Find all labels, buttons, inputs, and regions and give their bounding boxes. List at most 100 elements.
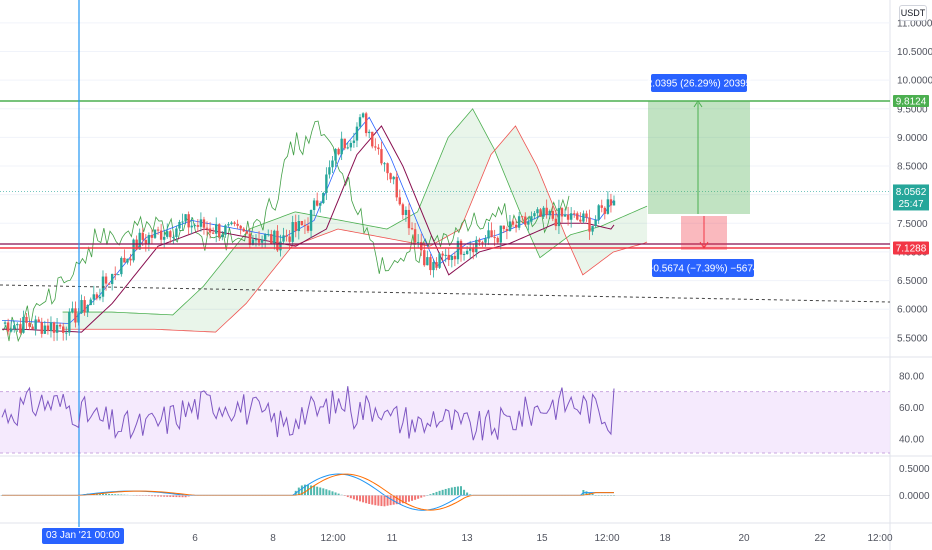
candle-body bbox=[110, 273, 114, 285]
macd-bar bbox=[383, 495, 386, 507]
candle-body bbox=[74, 308, 77, 323]
candle-body bbox=[340, 138, 343, 155]
candle-body bbox=[569, 213, 573, 220]
candle-body bbox=[573, 213, 576, 215]
candle-body bbox=[582, 213, 585, 222]
candle-body bbox=[505, 229, 509, 231]
macd-bar bbox=[435, 491, 438, 496]
candle-body bbox=[514, 224, 518, 228]
macd-bar bbox=[172, 495, 175, 498]
candle-body bbox=[276, 230, 279, 251]
candle-body bbox=[557, 208, 561, 227]
macd-bar bbox=[371, 495, 374, 505]
candle-body bbox=[285, 235, 288, 237]
macd-bar bbox=[187, 495, 190, 497]
price-tick-label: 7.5000 bbox=[897, 219, 928, 230]
target-price-tag-bg bbox=[893, 95, 929, 107]
candle-body bbox=[6, 322, 10, 332]
macd-bar bbox=[392, 495, 395, 505]
macd-bar bbox=[441, 489, 444, 496]
macd-bar bbox=[423, 495, 426, 497]
candle-body bbox=[104, 276, 108, 284]
candle-body bbox=[166, 231, 169, 237]
macd-bar bbox=[368, 495, 371, 504]
macd-bar bbox=[126, 494, 129, 496]
candle-body bbox=[3, 322, 7, 324]
candle-body bbox=[199, 219, 203, 227]
candle-body bbox=[279, 241, 282, 251]
stop-price-tag-bg bbox=[893, 241, 929, 255]
candle-body bbox=[493, 237, 496, 239]
macd-bar bbox=[417, 495, 420, 499]
macd-bar bbox=[380, 495, 383, 507]
candle-body bbox=[257, 239, 261, 243]
profit-label-text: 2.0395 (26.29%) 20395 bbox=[647, 79, 752, 90]
currency-selector[interactable]: USDT bbox=[899, 5, 927, 21]
candle-body bbox=[230, 222, 233, 225]
macd-bar bbox=[313, 486, 316, 496]
macd-bar bbox=[463, 489, 466, 496]
macd-bar bbox=[365, 495, 368, 504]
candle-body bbox=[435, 262, 438, 268]
candle-body bbox=[190, 225, 193, 228]
candle-body bbox=[407, 209, 411, 229]
macd-bar bbox=[101, 493, 104, 496]
candle-body bbox=[386, 163, 389, 174]
candle-body bbox=[352, 140, 356, 143]
candle-body bbox=[184, 214, 187, 222]
candle-body bbox=[294, 222, 297, 232]
loss-label-box: −0.5674 (−7.39%) −5674 bbox=[648, 259, 759, 277]
candle-body bbox=[215, 224, 218, 234]
ichimoku-cloud bbox=[62, 108, 648, 333]
candle-body bbox=[123, 257, 126, 263]
price-tick-label: 6.0000 bbox=[897, 305, 928, 316]
candle-body bbox=[380, 149, 383, 164]
candle-body bbox=[588, 217, 591, 232]
candle-body bbox=[312, 200, 316, 210]
candle-body bbox=[138, 232, 141, 250]
candle-body bbox=[162, 236, 166, 240]
candle-body bbox=[548, 210, 551, 215]
candle-body bbox=[374, 146, 377, 148]
macd-bar bbox=[453, 486, 456, 496]
macd-bar bbox=[460, 486, 462, 496]
macd-tick-label: 0.5000 bbox=[899, 464, 930, 475]
candle-body bbox=[221, 234, 224, 237]
candle-body bbox=[263, 234, 267, 240]
time-tick-label: 12:00 bbox=[867, 533, 892, 544]
candle-body bbox=[193, 225, 196, 227]
candle-body bbox=[120, 257, 123, 275]
candle-body bbox=[521, 216, 524, 218]
candle-body bbox=[205, 227, 209, 229]
time-tick-label: 11 bbox=[387, 533, 398, 544]
macd-bar bbox=[322, 488, 325, 496]
macd-bar bbox=[362, 495, 365, 503]
candle-body bbox=[62, 326, 65, 333]
candle-body bbox=[377, 147, 380, 150]
candle-body bbox=[80, 300, 83, 314]
macd-bar bbox=[169, 495, 172, 497]
candle-body bbox=[196, 225, 200, 227]
candle-body bbox=[254, 239, 258, 241]
candle-body bbox=[236, 223, 239, 226]
price-tick-label: 9.5000 bbox=[897, 104, 928, 115]
candle-body bbox=[597, 205, 600, 220]
macd-bar bbox=[166, 495, 169, 497]
candles bbox=[3, 111, 616, 342]
candle-body bbox=[566, 214, 570, 220]
price-tick-label: 8.5000 bbox=[897, 162, 928, 173]
candle-body bbox=[202, 219, 206, 228]
macd-bar bbox=[117, 494, 120, 496]
candle-body bbox=[13, 325, 16, 330]
macd-bar bbox=[404, 495, 407, 503]
candle-body bbox=[227, 224, 230, 226]
macd-bar bbox=[111, 494, 114, 496]
candle-body bbox=[126, 258, 129, 263]
candle-body bbox=[172, 236, 175, 238]
candle-body bbox=[55, 324, 59, 333]
profit-arrowhead bbox=[693, 100, 703, 108]
macd-bar bbox=[114, 494, 117, 496]
time-tick-label: 8 bbox=[270, 533, 276, 544]
